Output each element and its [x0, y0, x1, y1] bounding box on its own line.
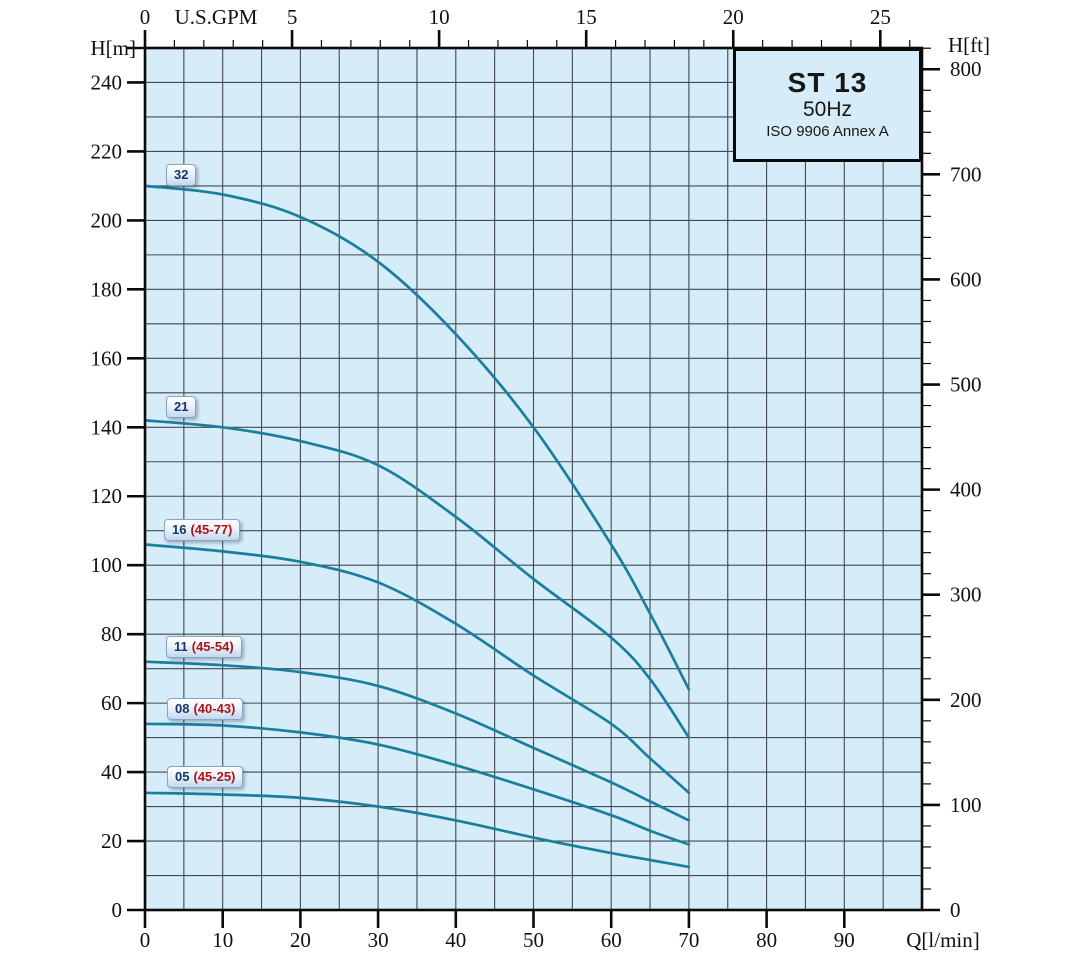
pump-model: ST 13 — [787, 67, 868, 99]
tick-label-top: 15 — [576, 5, 597, 29]
tick-label-bottom: 80 — [756, 928, 777, 952]
tick-label-top: 25 — [870, 5, 891, 29]
tick-label-bottom: 60 — [601, 928, 622, 952]
tick-label-left: 240 — [91, 70, 123, 94]
tick-label-left: 20 — [101, 829, 122, 853]
tick-label-left: 200 — [91, 208, 123, 232]
curve-label-05: 05 (45-25) — [167, 766, 244, 788]
title-box: ST 13 50Hz ISO 9906 Annex A — [733, 48, 922, 162]
pump-curves — [143, 184, 691, 869]
curve-08 — [143, 722, 691, 846]
tick-label-left: 220 — [91, 139, 123, 163]
curve-stages-number: 05 — [175, 769, 190, 784]
curve-power-range: (45-54) — [191, 639, 234, 654]
axis-label-right: H[ft] — [948, 33, 990, 57]
tick-label-bottom: 40 — [445, 928, 466, 952]
curve-stages-number: 08 — [175, 701, 190, 716]
curve-stages-number: 11 — [174, 639, 188, 654]
test-standard: ISO 9906 Annex A — [766, 123, 889, 141]
curve-label-16: 16 (45-77) — [164, 519, 241, 541]
tick-label-right: 600 — [950, 267, 982, 291]
tick-label-left: 60 — [101, 691, 122, 715]
curve-stages-number: 32 — [174, 167, 189, 182]
curve-label-21: 21 — [166, 396, 197, 418]
curve-label-11: 11 (45-54) — [166, 636, 242, 658]
tick-label-bottom: 10 — [212, 928, 233, 952]
tick-label-top: 10 — [429, 5, 450, 29]
tick-label-bottom: 30 — [368, 928, 389, 952]
tick-label-right: 300 — [950, 583, 982, 607]
tick-label-left: 100 — [91, 553, 123, 577]
grid-lines — [145, 48, 922, 910]
axis-ticks — [127, 30, 940, 928]
tick-label-top: 5 — [287, 5, 298, 29]
tick-label-top: 0 — [140, 5, 151, 29]
axis-label-top: U.S.GPM — [175, 5, 258, 29]
axis-label-bottom: Q[l/min] — [906, 928, 980, 952]
pump-frequency: 50Hz — [802, 97, 853, 121]
tick-label-bottom: 90 — [834, 928, 855, 952]
curve-power-range: (40-43) — [193, 701, 236, 716]
tick-label-right: 400 — [950, 478, 982, 502]
tick-label-right: 100 — [950, 793, 982, 817]
tick-label-left: 160 — [91, 346, 123, 370]
tick-label-left: 40 — [101, 760, 122, 784]
tick-label-bottom: 50 — [523, 928, 544, 952]
curve-power-range: (45-25) — [193, 769, 236, 784]
curve-stages-number: 21 — [174, 399, 189, 414]
tick-label-bottom: 70 — [678, 928, 699, 952]
curve-05 — [143, 791, 691, 869]
tick-label-left: 180 — [91, 277, 123, 301]
curve-label-32: 32 — [166, 164, 197, 186]
curve-21 — [143, 419, 691, 739]
tick-label-top: 20 — [723, 5, 744, 29]
curve-label-08: 08 (40-43) — [167, 698, 244, 720]
tick-label-left: 0 — [112, 898, 123, 922]
tick-label-bottom: 20 — [290, 928, 311, 952]
tick-label-left: 120 — [91, 484, 123, 508]
tick-label-bottom: 0 — [140, 928, 151, 952]
curve-power-range: (45-77) — [190, 522, 233, 537]
tick-label-left: 140 — [91, 415, 123, 439]
tick-label-right: 700 — [950, 162, 982, 186]
tick-label-right: 500 — [950, 373, 982, 397]
tick-label-right: 200 — [950, 688, 982, 712]
axis-label-left: H[m] — [91, 36, 137, 60]
curve-32 — [143, 184, 691, 691]
curve-stages-number: 16 — [172, 522, 187, 537]
curve-16 — [143, 543, 691, 795]
tick-label-right: 800 — [950, 57, 982, 81]
tick-label-right: 0 — [950, 898, 961, 922]
tick-label-left: 80 — [101, 622, 122, 646]
curve-11 — [143, 660, 691, 822]
